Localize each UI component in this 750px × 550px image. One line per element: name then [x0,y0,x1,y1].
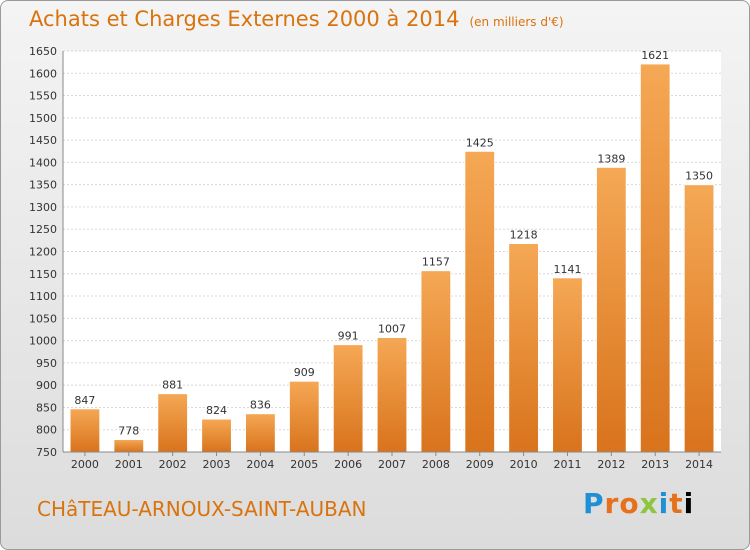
y-tick-label: 1100 [29,290,57,303]
bar-2012 [595,166,627,453]
value-label: 847 [74,394,95,407]
x-tick-label: 2003 [203,458,231,471]
y-tick-label: 1300 [29,201,57,214]
value-label: 1141 [553,263,581,276]
chart-unit: (en milliers d'€) [469,15,564,29]
x-tick-label: 2001 [115,458,143,471]
bar-2001 [113,439,145,453]
value-label: 1621 [641,49,669,62]
chart-title: Achats et Charges Externes 2000 à 2014 (e… [29,7,564,31]
value-labels: 847 778 881 824 836 909 991 1007 1157 1425 1218 114… [74,49,713,438]
bar-2006 [332,344,364,453]
value-label: 778 [118,425,139,438]
bar-2011 [552,277,583,453]
x-tick-label: 2002 [159,458,187,471]
x-tick-label: 2008 [422,458,450,471]
bar-2005 [288,380,320,453]
bar-2004 [244,413,276,453]
x-tick-label: 2006 [334,458,362,471]
x-tick-label: 2011 [553,458,581,471]
x-tick-label: 2005 [290,458,318,471]
y-tick-label: 1600 [29,67,57,80]
chart-title-text: Achats et Charges Externes 2000 à 2014 [29,7,460,31]
x-tick-label: 2009 [466,458,494,471]
y-tick-label: 950 [36,357,57,370]
x-tick-label: 2013 [641,458,669,471]
x-tick-label: 2010 [510,458,538,471]
x-tick-label: 2007 [378,458,406,471]
value-label: 881 [162,379,183,392]
y-tick-label: 1450 [29,134,57,147]
y-tick-label: 1050 [29,312,57,325]
bars [69,63,715,453]
bar-2013 [639,63,671,453]
y-tick-label: 900 [36,379,57,392]
y-tick-label: 1650 [29,45,57,58]
value-label: 1425 [466,136,494,149]
x-axis-ticks: 2000 2001 2002 2003 2004 2005 2006 2007 2008 2009… [71,452,713,471]
value-label: 991 [338,330,359,343]
value-label: 909 [294,366,315,379]
bar-2000 [69,408,101,453]
y-tick-label: 1250 [29,223,57,236]
value-label: 1389 [597,152,625,165]
x-tick-label: 2000 [71,458,99,471]
bar-2008 [420,270,452,453]
y-tick-label: 1550 [29,90,57,103]
y-tick-label: 1500 [29,112,57,125]
value-label: 836 [250,399,271,412]
y-tick-label: 750 [36,446,57,459]
bar-2003 [201,418,232,453]
y-axis-ticks: 750 800 850 900 950 1000 1050 1100 1150 1200 1250 1… [29,45,57,459]
bar-2009 [464,150,496,453]
y-tick-label: 1000 [29,335,57,348]
bar-2007 [376,336,408,453]
x-tick-label: 2014 [685,458,713,471]
x-tick-label: 2012 [597,458,625,471]
proxiti-logo: Proxiti [583,487,695,520]
y-tick-label: 1350 [29,179,57,192]
bar-2010 [508,242,540,453]
value-label: 824 [206,404,227,417]
city-name: CHâTEAU-ARNOUX-SAINT-AUBAN [37,497,367,521]
bar-2002 [157,393,189,453]
x-tick-label: 2004 [246,458,274,471]
y-tick-label: 800 [36,424,57,437]
value-label: 1350 [685,170,713,183]
y-tick-label: 850 [36,401,57,414]
bar-2014 [683,184,715,453]
y-tick-label: 1400 [29,156,57,169]
value-label: 1157 [422,256,450,269]
y-tick-label: 1200 [29,246,57,259]
y-tick-label: 1150 [29,268,57,281]
value-label: 1007 [378,322,406,335]
value-label: 1218 [510,228,538,241]
